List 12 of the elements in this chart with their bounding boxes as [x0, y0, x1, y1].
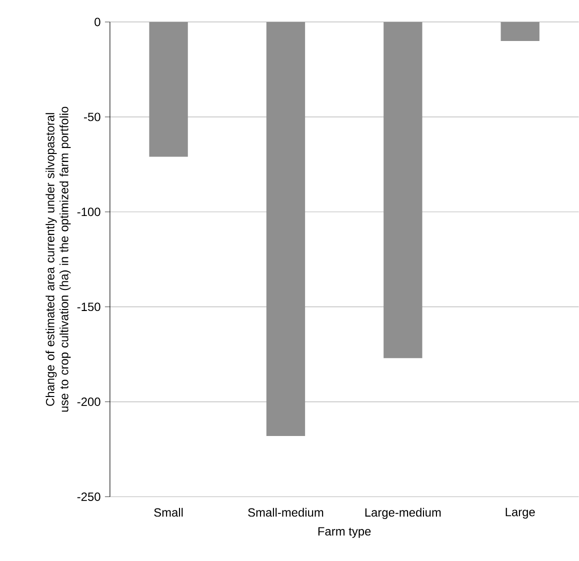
y-tick-label: -50 [84, 112, 100, 122]
y-tick-label: -250 [77, 492, 100, 502]
x-axis-title: Farm type [318, 527, 371, 538]
x-tick-label: Large [506, 508, 535, 519]
x-tick-label: Small [154, 508, 183, 517]
y-tick-label: -200 [77, 398, 100, 406]
y-tick-label: 0 [94, 18, 100, 26]
y-tick-label: -100 [77, 208, 100, 216]
y-tick-label: -150 [77, 302, 100, 312]
x-tick-label: Small-medium [248, 508, 324, 517]
y-axis-title: Change of estimated area currently under silvopastoral use to crop cultivation (ha) in the optimized farm portfolio [46, 106, 71, 412]
x-tick-label: Large-medium [365, 508, 441, 520]
